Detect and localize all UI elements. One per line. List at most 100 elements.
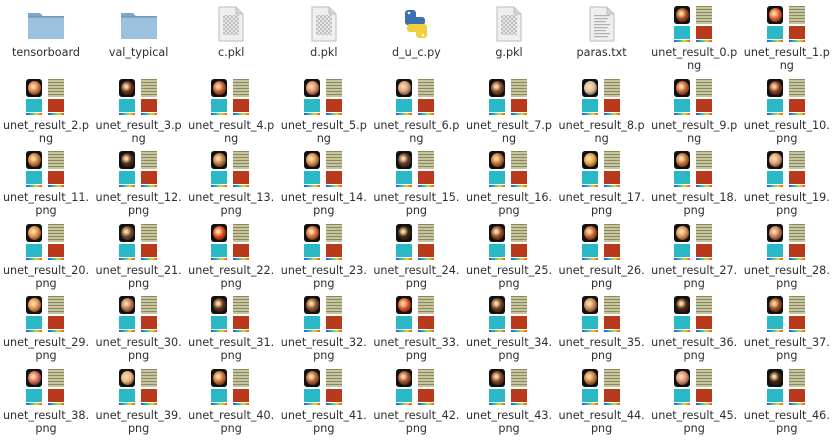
image-thumbnail (392, 77, 440, 117)
binary-file-icon (207, 4, 255, 44)
file-item[interactable]: unet_result_25.png (463, 222, 555, 290)
file-name: unet_result_14.png (280, 191, 367, 217)
file-name: unet_result_26.png (558, 263, 645, 290)
file-name: unet_result_9.png (651, 118, 738, 145)
file-item[interactable]: unet_result_29.png (0, 294, 92, 362)
image-thumbnail (485, 77, 533, 117)
file-name: unet_result_39.png (95, 408, 182, 435)
file-name: unet_result_11.png (2, 191, 90, 217)
file-item[interactable]: unet_result_34.png (463, 294, 555, 362)
file-name: unet_result_12.png (95, 191, 182, 217)
file-name: unet_result_15.png (373, 191, 460, 217)
file-item[interactable]: unet_result_33.png (370, 294, 462, 362)
text-file-icon (578, 4, 626, 44)
file-item[interactable]: unet_result_46.png (741, 367, 832, 435)
image-thumbnail (670, 149, 718, 189)
file-item[interactable]: unet_result_19.png (741, 149, 832, 217)
image-thumbnail (578, 222, 626, 262)
file-item[interactable]: unet_result_42.png (370, 367, 462, 435)
image-thumbnail (22, 77, 70, 117)
python-file-icon (392, 4, 440, 44)
file-item[interactable]: unet_result_45.png (648, 367, 740, 435)
file-item[interactable]: unet_result_36.png (648, 294, 740, 362)
file-item[interactable]: unet_result_2.png (0, 77, 92, 145)
image-thumbnail (115, 367, 163, 407)
file-item[interactable]: unet_result_14.png (278, 149, 370, 217)
file-item[interactable]: unet_result_32.png (278, 294, 370, 362)
file-item[interactable]: unet_result_27.png (648, 222, 740, 290)
image-thumbnail (115, 294, 163, 334)
file-item[interactable]: unet_result_41.png (278, 367, 370, 435)
file-item[interactable]: d.pkl (278, 4, 370, 59)
file-item[interactable]: unet_result_10.png (741, 77, 832, 145)
image-thumbnail (392, 367, 440, 407)
file-item[interactable]: unet_result_44.png (556, 367, 648, 435)
file-item[interactable]: unet_result_37.png (741, 294, 832, 362)
image-thumbnail (22, 294, 70, 334)
file-item[interactable]: unet_result_6.png (370, 77, 462, 145)
file-name: unet_result_2.png (2, 118, 90, 145)
file-item[interactable]: unet_result_15.png (370, 149, 462, 217)
file-item[interactable]: g.pkl (463, 4, 555, 59)
file-item[interactable]: unet_result_24.png (370, 222, 462, 290)
file-item[interactable]: d_u_c.py (370, 4, 462, 59)
image-thumbnail (485, 222, 533, 262)
file-item[interactable]: unet_result_31.png (185, 294, 277, 362)
file-item[interactable]: unet_result_39.png (93, 367, 185, 435)
file-item[interactable]: paras.txt (556, 4, 648, 59)
file-item[interactable]: unet_result_17.png (556, 149, 648, 217)
folder-icon (115, 4, 163, 44)
file-item[interactable]: unet_result_23.png (278, 222, 370, 290)
file-name: unet_result_32.png (280, 336, 367, 362)
file-item[interactable]: unet_result_11.png (0, 149, 92, 217)
file-name: unet_result_20.png (2, 263, 90, 290)
file-item[interactable]: unet_result_12.png (93, 149, 185, 217)
file-item[interactable]: unet_result_35.png (556, 294, 648, 362)
file-item[interactable]: unet_result_5.png (278, 77, 370, 145)
file-item[interactable]: unet_result_1.png (741, 4, 832, 72)
file-name: unet_result_35.png (558, 336, 645, 362)
image-thumbnail (207, 149, 255, 189)
file-item[interactable]: unet_result_20.png (0, 222, 92, 290)
file-item[interactable]: c.pkl (185, 4, 277, 59)
file-name: unet_result_21.png (95, 263, 182, 290)
image-thumbnail (670, 222, 718, 262)
file-name: unet_result_23.png (280, 263, 367, 290)
file-name: unet_result_7.png (465, 118, 553, 145)
file-item[interactable]: unet_result_4.png (185, 77, 277, 145)
file-item[interactable]: unet_result_40.png (185, 367, 277, 435)
file-name: unet_result_6.png (373, 118, 460, 145)
file-item[interactable]: unet_result_3.png (93, 77, 185, 145)
image-thumbnail (300, 294, 348, 334)
file-item[interactable]: unet_result_22.png (185, 222, 277, 290)
file-name: unet_result_28.png (743, 263, 830, 290)
file-item[interactable]: unet_result_43.png (463, 367, 555, 435)
file-item[interactable]: unet_result_21.png (93, 222, 185, 290)
file-name: g.pkl (495, 46, 523, 59)
file-item[interactable]: unet_result_28.png (741, 222, 832, 290)
image-thumbnail (22, 149, 70, 189)
file-item[interactable]: unet_result_8.png (556, 77, 648, 145)
image-thumbnail (670, 367, 718, 407)
file-item[interactable]: unet_result_13.png (185, 149, 277, 217)
file-name: d.pkl (310, 46, 338, 59)
image-thumbnail (763, 294, 811, 334)
file-name: unet_result_46.png (743, 408, 830, 435)
file-name: unet_result_1.png (743, 46, 830, 72)
file-item[interactable]: unet_result_16.png (463, 149, 555, 217)
image-thumbnail (300, 222, 348, 262)
file-item[interactable]: val_typical (93, 4, 185, 59)
file-item[interactable]: unet_result_26.png (556, 222, 648, 290)
binary-file-icon (485, 4, 533, 44)
file-item[interactable]: unet_result_30.png (93, 294, 185, 362)
file-item[interactable]: unet_result_18.png (648, 149, 740, 217)
image-thumbnail (578, 149, 626, 189)
file-item[interactable]: unet_result_9.png (648, 77, 740, 145)
file-item[interactable]: unet_result_0.png (648, 4, 740, 72)
file-name: unet_result_18.png (651, 191, 738, 217)
file-name: unet_result_22.png (188, 263, 275, 290)
file-item[interactable]: tensorboard (0, 4, 92, 59)
file-item[interactable]: unet_result_38.png (0, 367, 92, 435)
file-name: unet_result_13.png (188, 191, 275, 217)
file-item[interactable]: unet_result_7.png (463, 77, 555, 145)
